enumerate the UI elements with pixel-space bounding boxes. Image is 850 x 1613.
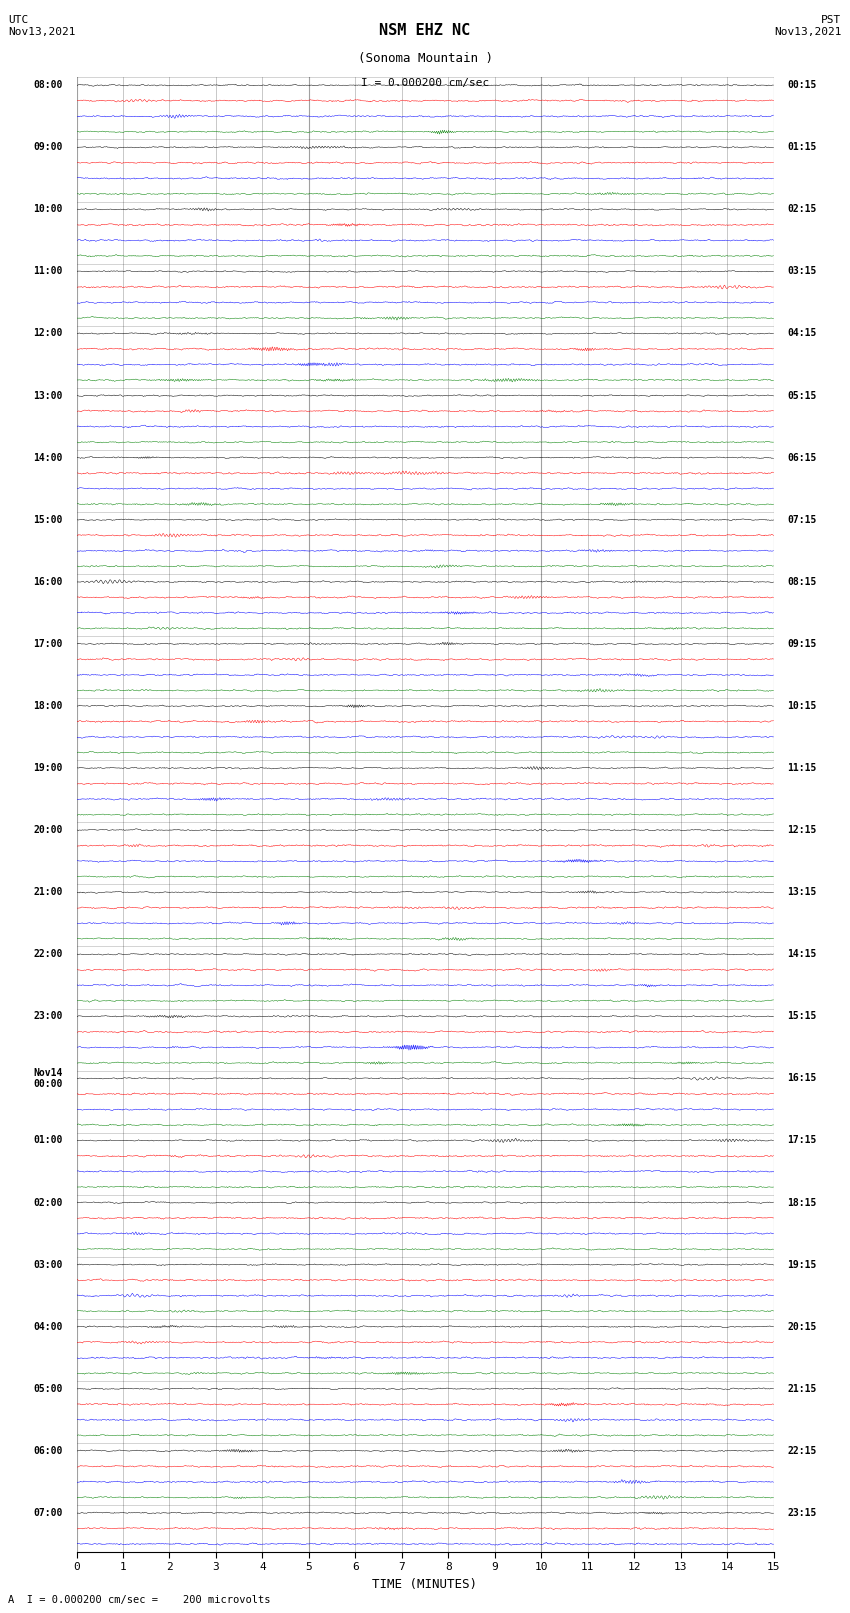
Text: I = 0.000200 cm/sec: I = 0.000200 cm/sec	[361, 77, 489, 89]
Text: 03:00: 03:00	[33, 1260, 63, 1269]
Text: 01:00: 01:00	[33, 1136, 63, 1145]
Text: 08:00: 08:00	[33, 81, 63, 90]
Text: 09:00: 09:00	[33, 142, 63, 152]
Text: 03:15: 03:15	[787, 266, 817, 276]
Text: 05:15: 05:15	[787, 390, 817, 400]
Text: 17:15: 17:15	[787, 1136, 817, 1145]
Text: 02:15: 02:15	[787, 205, 817, 215]
Text: 20:15: 20:15	[787, 1321, 817, 1332]
Text: 01:15: 01:15	[787, 142, 817, 152]
Text: 17:00: 17:00	[33, 639, 63, 648]
Text: 04:15: 04:15	[787, 329, 817, 339]
Text: (Sonoma Mountain ): (Sonoma Mountain )	[358, 52, 492, 65]
Text: UTC
Nov13,2021: UTC Nov13,2021	[8, 16, 76, 37]
Text: 16:15: 16:15	[787, 1073, 817, 1084]
Text: 15:15: 15:15	[787, 1011, 817, 1021]
Text: Nov14
00:00: Nov14 00:00	[33, 1068, 63, 1089]
Text: A  I = 0.000200 cm/sec =    200 microvolts: A I = 0.000200 cm/sec = 200 microvolts	[8, 1595, 271, 1605]
Text: 18:15: 18:15	[787, 1197, 817, 1208]
Text: 06:00: 06:00	[33, 1445, 63, 1457]
Text: 09:15: 09:15	[787, 639, 817, 648]
Text: 18:00: 18:00	[33, 702, 63, 711]
Text: PST
Nov13,2021: PST Nov13,2021	[774, 16, 842, 37]
Text: 07:15: 07:15	[787, 515, 817, 524]
Text: 23:15: 23:15	[787, 1508, 817, 1518]
Text: 11:15: 11:15	[787, 763, 817, 773]
Text: 13:15: 13:15	[787, 887, 817, 897]
Text: 08:15: 08:15	[787, 577, 817, 587]
Text: 19:15: 19:15	[787, 1260, 817, 1269]
Text: 12:15: 12:15	[787, 826, 817, 836]
X-axis label: TIME (MINUTES): TIME (MINUTES)	[372, 1578, 478, 1590]
Text: 06:15: 06:15	[787, 453, 817, 463]
Text: 20:00: 20:00	[33, 826, 63, 836]
Text: 14:00: 14:00	[33, 453, 63, 463]
Text: 15:00: 15:00	[33, 515, 63, 524]
Text: 13:00: 13:00	[33, 390, 63, 400]
Text: 14:15: 14:15	[787, 948, 817, 960]
Text: 10:00: 10:00	[33, 205, 63, 215]
Text: 22:15: 22:15	[787, 1445, 817, 1457]
Text: 00:15: 00:15	[787, 81, 817, 90]
Text: 07:00: 07:00	[33, 1508, 63, 1518]
Text: 16:00: 16:00	[33, 577, 63, 587]
Text: 19:00: 19:00	[33, 763, 63, 773]
Text: NSM EHZ NC: NSM EHZ NC	[379, 23, 471, 39]
Text: 10:15: 10:15	[787, 702, 817, 711]
Text: 12:00: 12:00	[33, 329, 63, 339]
Text: 11:00: 11:00	[33, 266, 63, 276]
Text: 22:00: 22:00	[33, 948, 63, 960]
Text: 04:00: 04:00	[33, 1321, 63, 1332]
Text: 02:00: 02:00	[33, 1197, 63, 1208]
Text: 23:00: 23:00	[33, 1011, 63, 1021]
Text: 05:00: 05:00	[33, 1384, 63, 1394]
Text: 21:15: 21:15	[787, 1384, 817, 1394]
Text: 21:00: 21:00	[33, 887, 63, 897]
